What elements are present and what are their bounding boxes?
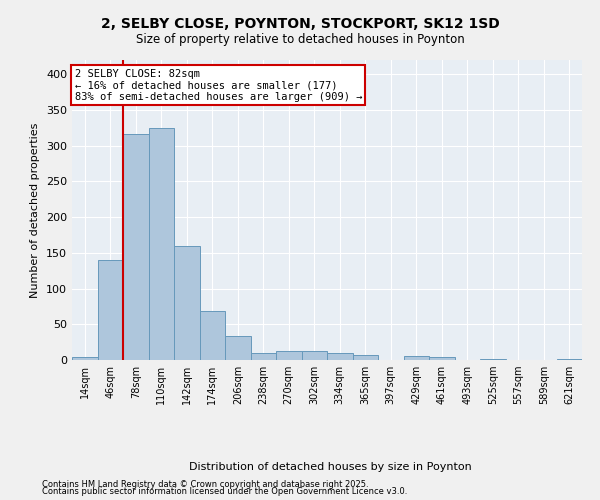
Text: Distribution of detached houses by size in Poynton: Distribution of detached houses by size … xyxy=(188,462,472,472)
Y-axis label: Number of detached properties: Number of detached properties xyxy=(31,122,40,298)
Bar xyxy=(149,128,174,360)
Bar xyxy=(302,350,327,360)
Bar xyxy=(225,336,251,360)
Bar xyxy=(199,312,225,360)
Text: 2, SELBY CLOSE, POYNTON, STOCKPORT, SK12 1SD: 2, SELBY CLOSE, POYNTON, STOCKPORT, SK12… xyxy=(101,18,499,32)
Bar xyxy=(429,357,455,360)
Bar xyxy=(72,357,97,360)
Bar xyxy=(97,260,123,360)
Bar xyxy=(174,246,199,360)
Bar xyxy=(404,356,429,360)
Bar xyxy=(353,355,378,360)
Bar xyxy=(123,134,149,360)
Text: Contains public sector information licensed under the Open Government Licence v3: Contains public sector information licen… xyxy=(42,487,407,496)
Bar xyxy=(327,353,353,360)
Bar xyxy=(276,350,302,360)
Text: Contains HM Land Registry data © Crown copyright and database right 2025.: Contains HM Land Registry data © Crown c… xyxy=(42,480,368,489)
Text: 2 SELBY CLOSE: 82sqm
← 16% of detached houses are smaller (177)
83% of semi-deta: 2 SELBY CLOSE: 82sqm ← 16% of detached h… xyxy=(74,68,362,102)
Bar xyxy=(480,358,505,360)
Bar xyxy=(251,353,276,360)
Text: Size of property relative to detached houses in Poynton: Size of property relative to detached ho… xyxy=(136,32,464,46)
Bar xyxy=(557,358,582,360)
